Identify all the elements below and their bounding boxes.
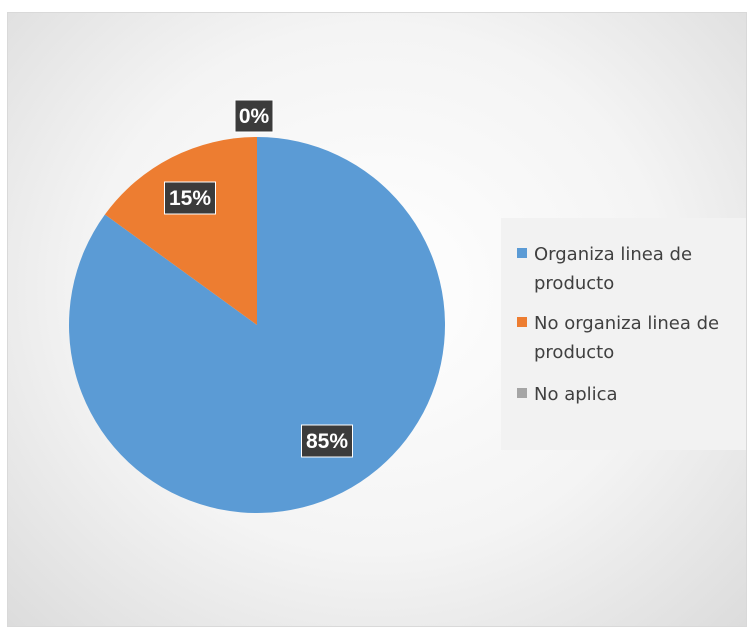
legend-swatch-organiza — [517, 248, 527, 258]
pie-chart: 85% 15% 0% — [69, 99, 445, 513]
legend-label-no-organiza: No organiza linea de producto — [534, 313, 720, 363]
data-label-text: 85% — [306, 430, 348, 453]
legend-label-no-aplica: No aplica — [534, 384, 618, 405]
data-label-no-organiza-linea-de-producto: 15% — [164, 181, 216, 215]
data-label-no-aplica: 0% — [234, 99, 274, 133]
legend-item-no-organiza: No organiza linea de producto — [517, 309, 742, 367]
data-label-box — [164, 181, 216, 215]
legend-swatch-no-organiza — [517, 317, 527, 327]
data-label-organiza-linea-de-producto: 85% — [301, 424, 353, 458]
data-label-box — [234, 99, 274, 133]
pie-slice-no-organiza-linea-de-producto — [104, 137, 257, 325]
data-label-text: 0% — [239, 105, 270, 128]
data-label-box — [301, 424, 353, 458]
legend-item-organiza: Organiza linea de producto — [517, 240, 742, 298]
chart-area: 85% 15% 0% Organiza linea de producto No o… — [7, 12, 747, 627]
legend: Organiza linea de producto No organiza l… — [501, 218, 746, 450]
legend-label-organiza: Organiza linea de producto — [534, 244, 693, 294]
legend-swatch-no-aplica — [517, 388, 527, 398]
data-label-text: 15% — [169, 187, 211, 210]
legend-item-no-aplica: No aplica — [517, 380, 742, 409]
